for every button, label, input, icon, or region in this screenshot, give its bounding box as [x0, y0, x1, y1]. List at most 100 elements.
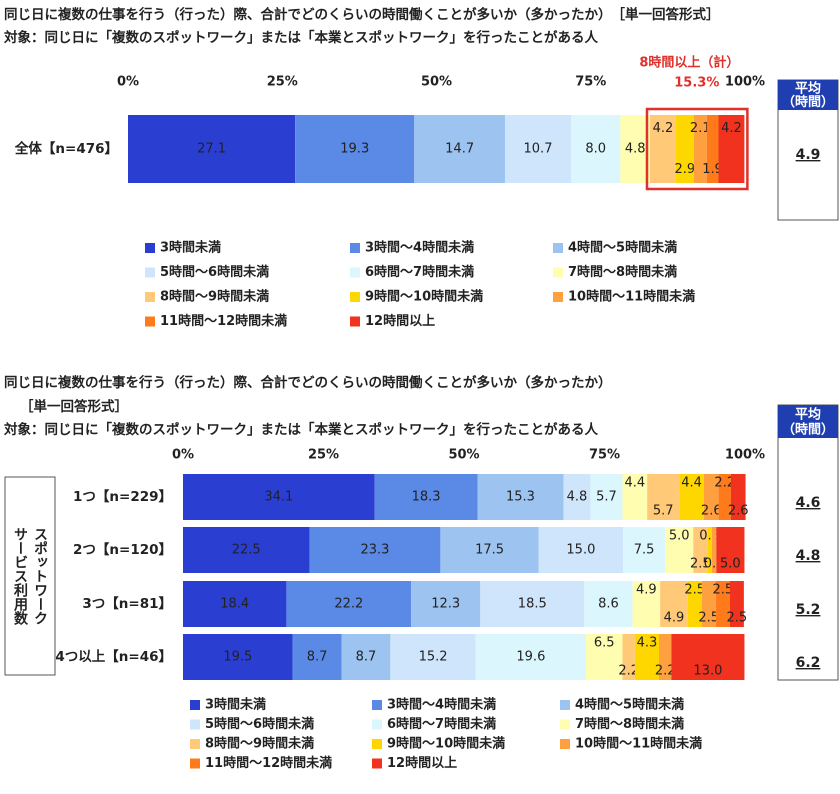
- bar-segment: [675, 115, 694, 183]
- bar-segment: [286, 581, 412, 627]
- category-label: 2つ【n=120】: [73, 542, 172, 558]
- bar-segment: [440, 527, 539, 573]
- legend-swatch: [372, 700, 382, 710]
- value-label: 2.9: [674, 162, 695, 177]
- average-value: 6.2: [796, 655, 821, 671]
- value-label: 8.6: [598, 597, 619, 612]
- bar-segment: [730, 474, 746, 520]
- bar-segment: [649, 115, 676, 183]
- bar-segment: [716, 527, 745, 573]
- value-label: 15.0: [566, 543, 595, 558]
- legend-label: 6時間～7時間未満: [387, 716, 496, 732]
- bar-segment: [687, 581, 702, 627]
- bar-segment: [634, 634, 660, 680]
- value-label: 2.2: [618, 663, 639, 678]
- legend-swatch: [553, 292, 563, 302]
- bar-segment: [295, 115, 415, 183]
- value-label: 10.7: [524, 142, 553, 157]
- category-label: 4つ以上【n=46】: [55, 649, 172, 665]
- bar-segment: [538, 527, 624, 573]
- legend-label: 9時間～10時間未満: [365, 289, 483, 305]
- legend-label: 3時間未満: [160, 240, 221, 256]
- x-tick-label: 75%: [589, 448, 620, 463]
- bar-segment: [647, 474, 680, 520]
- bar-segment: [707, 527, 712, 573]
- legend-label: 3時間未満: [205, 697, 266, 713]
- value-label: 2.6: [728, 503, 749, 518]
- x-tick-label: 25%: [308, 448, 339, 463]
- legend-label: 8時間～9時間未満: [160, 289, 269, 305]
- value-label: 2.5: [690, 556, 711, 571]
- group-label: スポットワーク: [32, 527, 48, 625]
- bar-segment: [703, 474, 719, 520]
- bar-segment: [563, 474, 591, 520]
- bar-segment: [620, 115, 650, 183]
- legend-label: 6時間～7時間未満: [365, 264, 474, 280]
- category-label: 全体【n=476】: [14, 140, 118, 157]
- legend-label: 10時間～11時間未満: [575, 736, 702, 752]
- value-label: 4.3: [637, 636, 658, 651]
- value-label: 2.1: [690, 121, 711, 136]
- bar-segment: [622, 474, 648, 520]
- average-header: 平均: [795, 81, 821, 97]
- legend-swatch: [553, 243, 563, 253]
- value-label: 1.9: [702, 162, 723, 177]
- x-tick-label: 50%: [421, 75, 452, 90]
- bar-segment: [715, 581, 730, 627]
- x-tick-label: 0%: [117, 75, 139, 90]
- legend-label: 7時間～8時間未満: [568, 264, 677, 280]
- legend-label: 12時間以上: [387, 755, 457, 771]
- bar-segment: [729, 581, 744, 627]
- bar-segment: [693, 115, 707, 183]
- value-label: 8.7: [307, 650, 328, 665]
- legend-label: 3時間～4時間未満: [387, 697, 496, 713]
- legend-label: 11時間～12時間未満: [160, 313, 287, 329]
- legend-swatch: [350, 267, 360, 278]
- value-label: 14.7: [445, 142, 474, 157]
- legend-swatch: [560, 700, 570, 710]
- legend-swatch: [145, 243, 155, 253]
- bar-segment: [623, 527, 666, 573]
- average-header: 平均: [795, 406, 821, 422]
- value-label: 15.2: [419, 650, 448, 665]
- legend-swatch: [350, 292, 360, 302]
- value-label: 18.5: [518, 597, 547, 612]
- value-label: 27.1: [197, 142, 226, 157]
- value-label: 2.5: [698, 610, 719, 625]
- x-tick-label: 100%: [725, 448, 765, 463]
- legend-swatch: [145, 316, 155, 327]
- bar-segment: [504, 115, 572, 183]
- bar-segment: [477, 474, 564, 520]
- bar-segment: [660, 581, 688, 627]
- x-tick-label: 100%: [725, 75, 765, 90]
- value-label: 4.4: [681, 476, 702, 491]
- bar-segment: [390, 634, 476, 680]
- average-header-bg: [778, 80, 838, 110]
- legend-label: 7時間～8時間未満: [575, 716, 684, 732]
- x-tick-label: 50%: [448, 448, 479, 463]
- value-label: 2.2: [714, 476, 735, 491]
- bar-segment: [711, 527, 717, 573]
- bar-segment: [622, 634, 635, 680]
- value-label: 5.0: [669, 529, 690, 544]
- legend-swatch: [560, 739, 570, 749]
- bar-segment: [374, 474, 478, 520]
- value-label: 6.5: [594, 636, 615, 651]
- category-label: 3つ【n=81】: [82, 596, 172, 612]
- value-label: 4.2: [653, 121, 674, 136]
- average-header: （時間）: [782, 94, 834, 110]
- bar-segment: [693, 527, 708, 573]
- bar-segment: [128, 115, 296, 183]
- value-label: 15.3: [506, 490, 535, 505]
- bar-segment: [183, 474, 375, 520]
- value-label: 5.7: [596, 490, 617, 505]
- legend-swatch: [145, 267, 155, 278]
- value-label: 8.0: [585, 142, 606, 157]
- bar-segment: [585, 634, 623, 680]
- subtitle: 対象：同じ日に「複数のスポットワーク」または「本業とスポットワーク」を行ったこと…: [3, 29, 598, 46]
- value-label: 8.7: [356, 650, 377, 665]
- value-label: 19.3: [340, 142, 369, 157]
- value-label: 4.9: [636, 583, 657, 598]
- legend-label: 5時間～6時間未満: [205, 716, 314, 732]
